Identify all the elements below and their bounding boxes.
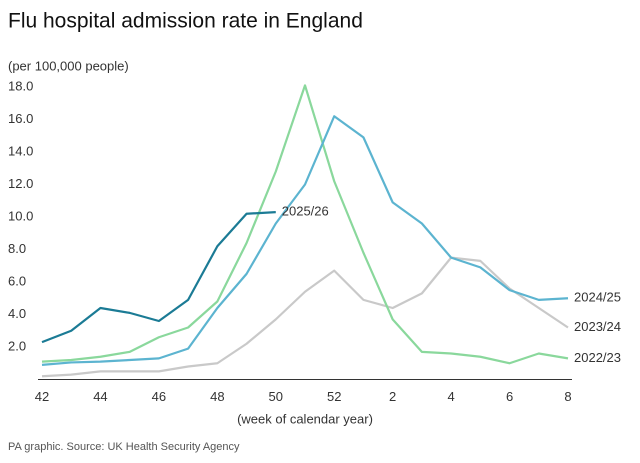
series-line [41, 211, 276, 344]
y-tick-label: 10.0 [8, 208, 33, 223]
y-tick-label: 12.0 [8, 176, 33, 191]
series-label: 2023/24 [574, 319, 621, 334]
y-tick-label: 16.0 [8, 111, 33, 126]
y-tick-label: 14.0 [8, 143, 33, 158]
series-label: 2025/26 [282, 204, 329, 219]
x-axis-label: (week of calendar year) [237, 411, 373, 426]
x-tick-label: 42 [35, 389, 49, 404]
y-tick-label: 18.0 [8, 78, 33, 93]
x-tick-label: 44 [93, 389, 107, 404]
y-tick-label: 8.0 [8, 241, 26, 256]
y-tick-label: 4.0 [8, 306, 26, 321]
y-tick-label: 2.0 [8, 338, 26, 353]
x-tick-label: 4 [447, 389, 454, 404]
x-tick-label: 8 [564, 389, 571, 404]
series-line [41, 115, 569, 366]
x-tick-label: 6 [506, 389, 513, 404]
series-line [41, 256, 569, 378]
source: PA graphic. Source: UK Health Security A… [8, 441, 240, 453]
x-tick-label: 50 [269, 389, 283, 404]
x-tick-label: 2 [389, 389, 396, 404]
y-tick-label: 6.0 [8, 273, 26, 288]
x-tick-label: 48 [210, 389, 224, 404]
series-label: 2024/25 [574, 290, 621, 305]
x-tick-label: 52 [327, 389, 341, 404]
chart-subtitle: (per 100,000 people) [8, 58, 129, 73]
series-label: 2022/23 [574, 350, 621, 365]
chart-title: Flu hospital admission rate in England [8, 10, 363, 33]
x-tick-label: 46 [152, 389, 166, 404]
series-line [41, 84, 569, 365]
